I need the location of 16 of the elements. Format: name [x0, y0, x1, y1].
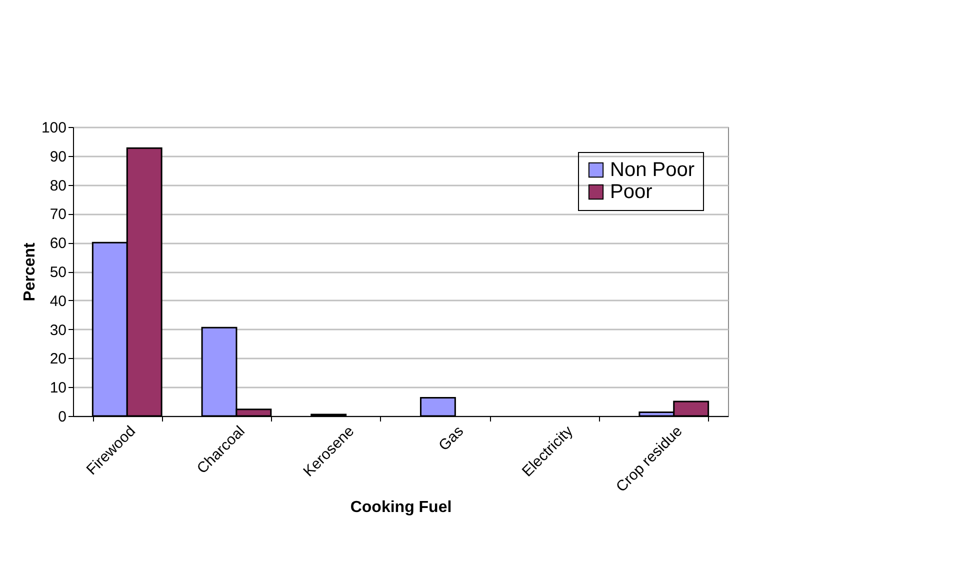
legend-label: Non Poor: [610, 159, 695, 181]
y-tick-label: 70: [50, 206, 66, 224]
legend-label: Poor: [610, 181, 653, 203]
y-tick-label: 90: [50, 148, 66, 166]
y-tick-label: 0: [58, 408, 66, 426]
y-tick-label: 20: [50, 350, 66, 368]
y-tick-label: 60: [50, 235, 66, 252]
y-tick-label: 30: [50, 322, 66, 339]
y-axis-title: Percent: [21, 242, 38, 302]
y-tick-label: 100: [41, 120, 66, 136]
y-tick-label: 50: [50, 264, 66, 281]
y-tick-label: 80: [50, 177, 66, 194]
x-axis-title: Cooking Fuel: [350, 498, 452, 516]
y-tick-label: 40: [50, 292, 66, 310]
x-tick-label: Gas: [436, 422, 467, 454]
y-tick-label: 10: [50, 380, 66, 397]
